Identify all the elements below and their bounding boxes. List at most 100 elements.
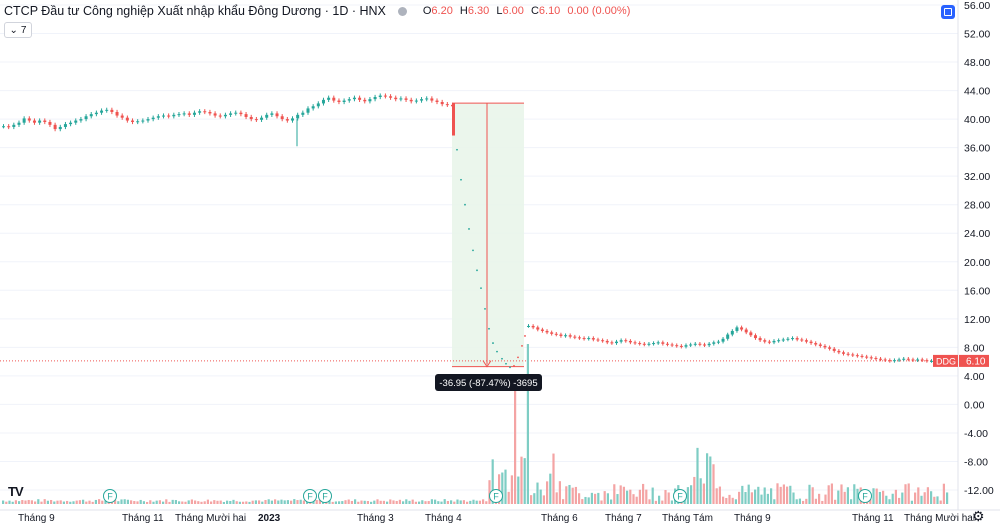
measure-range-box	[452, 103, 524, 367]
low-value: 6.00	[502, 5, 524, 17]
x-tick-label: Tháng 4	[425, 513, 462, 524]
volume-bar	[834, 499, 837, 504]
volume-bar	[59, 500, 62, 504]
volume-bar	[568, 484, 571, 504]
volume-bar	[574, 486, 577, 504]
volume-bar	[802, 500, 805, 504]
chevron-down-icon: ⌄	[9, 24, 18, 36]
volume-bar	[187, 500, 190, 504]
volume-bar	[552, 453, 555, 504]
candle-body	[554, 333, 558, 335]
volume-bar	[773, 499, 776, 504]
volume-bar	[491, 459, 494, 504]
candle-body	[568, 335, 572, 337]
price-dot	[496, 350, 498, 353]
volume-bar	[821, 500, 824, 504]
candle-body	[265, 114, 269, 118]
volume-bar	[658, 495, 661, 504]
tradingview-logo-icon[interactable]: TV	[8, 484, 24, 499]
fullscreen-icon[interactable]	[941, 5, 955, 19]
volume-bar	[72, 501, 75, 504]
volume-bar	[939, 500, 942, 504]
candle-body	[244, 114, 248, 117]
volume-bar	[238, 501, 241, 504]
volume-bar	[91, 501, 94, 504]
volume-bar	[526, 344, 529, 504]
volume-bar	[616, 494, 619, 504]
candle-body	[285, 119, 289, 121]
candle-body	[270, 113, 274, 115]
candle-body	[404, 98, 408, 100]
candle-body	[43, 120, 47, 122]
volume-bar	[510, 475, 513, 504]
candle-body	[435, 100, 439, 102]
candle-body	[327, 97, 331, 100]
volume-bar	[251, 500, 254, 504]
volume-bar	[66, 500, 69, 504]
indicator-count: 7	[20, 24, 27, 36]
volume-bar	[539, 489, 542, 504]
volume-bar	[706, 453, 709, 504]
volume-bar	[354, 499, 357, 504]
candle-body	[291, 118, 295, 121]
volume-bar	[894, 489, 897, 504]
indicators-toggle[interactable]: ⌄ 7	[4, 22, 32, 38]
candle-body	[445, 104, 449, 106]
last-price-tag-text: 6.10	[966, 356, 986, 367]
volume-bar	[165, 499, 168, 504]
volume-bar	[146, 501, 149, 504]
candle-body	[619, 340, 623, 342]
volume-bar	[824, 494, 827, 504]
volume-bar	[603, 491, 606, 504]
candle-body	[58, 126, 62, 130]
volume-bar	[635, 496, 638, 504]
gear-icon[interactable]: ⚙	[972, 508, 985, 524]
volume-bar	[885, 495, 888, 504]
volume-bar	[514, 374, 517, 504]
volume-bar	[350, 500, 353, 504]
y-tick-label: 20.00	[964, 257, 990, 269]
candle-body	[234, 112, 238, 114]
candle-body	[758, 338, 762, 341]
candle-body	[79, 119, 83, 121]
candle-body	[647, 343, 651, 345]
volume-bar	[840, 484, 843, 504]
candle-body	[624, 340, 628, 342]
volume-bar	[440, 501, 443, 504]
volume-bar	[328, 499, 331, 504]
volume-bar	[446, 500, 449, 504]
candle-body	[156, 116, 160, 118]
candle-body	[22, 118, 26, 123]
volume-bar	[139, 499, 142, 504]
price-dot	[524, 335, 526, 337]
volume-bar	[206, 499, 209, 504]
volume-bar	[814, 498, 817, 504]
candle-body	[151, 117, 155, 120]
volume-bar	[389, 499, 392, 504]
volume-bar	[78, 500, 81, 504]
candle-body	[860, 355, 864, 357]
volume-bar	[805, 498, 808, 504]
volume-bar	[914, 492, 917, 504]
symbol-title[interactable]: CTCP Đầu tư Công nghiệp Xuất nhập khẩu Đ…	[4, 4, 386, 18]
volume-bar	[174, 500, 177, 504]
volume-bar	[213, 500, 216, 504]
market-status-icon	[397, 6, 407, 16]
volume-bar	[747, 484, 750, 504]
volume-bar	[507, 491, 510, 504]
x-tick-label: Tháng Tám	[662, 513, 713, 524]
candle-body	[368, 99, 372, 102]
volume-bar	[405, 499, 408, 504]
candle-body	[888, 360, 892, 362]
volume-bar	[933, 496, 936, 504]
volume-bar	[50, 499, 53, 504]
candle-body	[846, 353, 850, 355]
volume-bar	[843, 491, 846, 504]
volume-bar	[456, 499, 459, 504]
volume-bar	[37, 499, 40, 504]
volume-bar	[402, 501, 405, 504]
measure-tooltip	[435, 374, 542, 391]
candle-body	[879, 358, 883, 360]
close-label: C	[530, 5, 539, 17]
